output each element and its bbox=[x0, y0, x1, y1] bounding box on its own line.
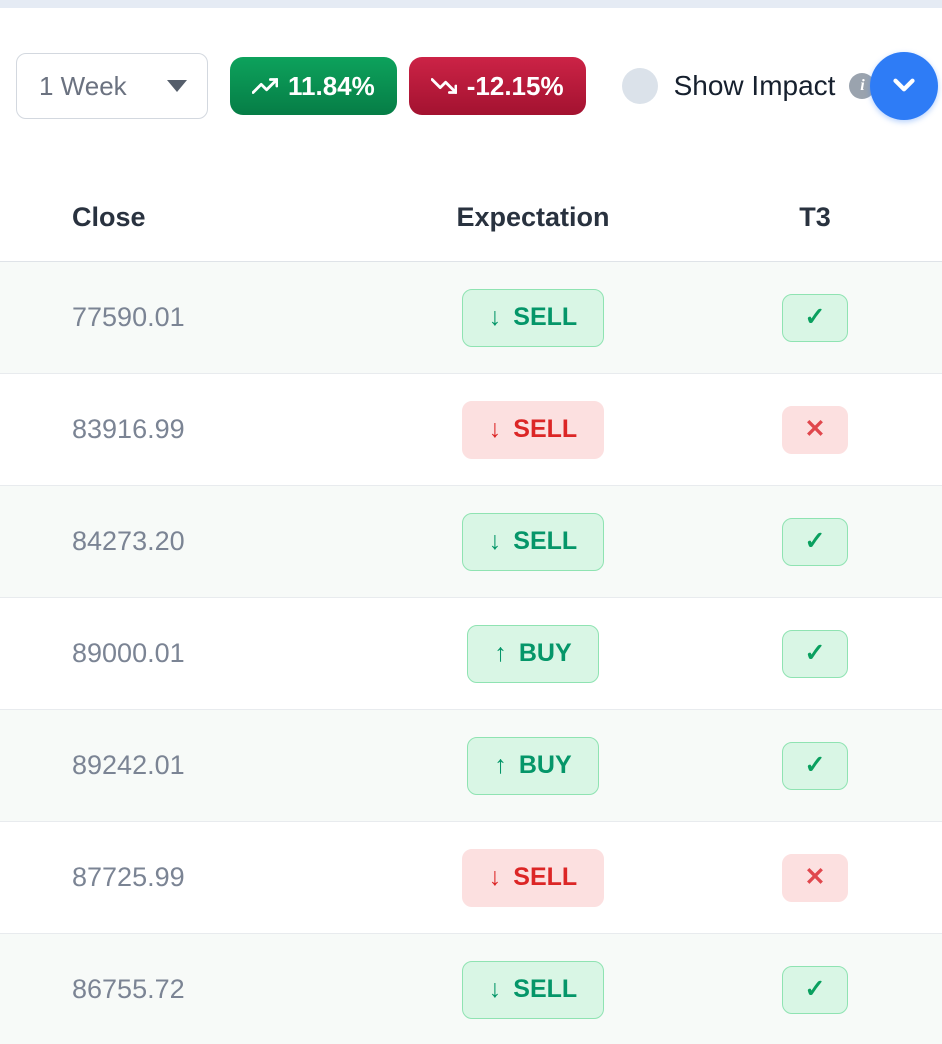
expectation-pill[interactable]: ↑ BUY bbox=[467, 736, 599, 795]
expectation-label: SELL bbox=[513, 975, 578, 1003]
close-value: 86755.72 bbox=[72, 974, 185, 1004]
expectation-label: SELL bbox=[513, 863, 578, 891]
direction-arrow-icon: ↑ bbox=[494, 751, 507, 779]
t3-status-badge: ✓ bbox=[782, 517, 848, 566]
close-value: 89000.01 bbox=[72, 638, 185, 668]
expectation-pill[interactable]: ↓ SELL bbox=[461, 512, 605, 571]
loss-badge-label: -12.15% bbox=[466, 70, 564, 101]
column-header-t3: T3 bbox=[799, 202, 831, 232]
trending-up-icon bbox=[252, 73, 278, 99]
signals-table: Close Expectation T3 77590.01 ↓ SELL ✓ 8… bbox=[0, 174, 942, 1044]
table-body: 77590.01 ↓ SELL ✓ 83916.99 ↓ SELL ✕ bbox=[0, 262, 942, 1044]
timeframe-value: 1 Week bbox=[39, 70, 127, 101]
table-row: 87725.99 ↓ SELL ✕ bbox=[0, 822, 942, 934]
chevron-down-icon bbox=[887, 68, 921, 105]
loss-badge[interactable]: -12.15% bbox=[408, 57, 586, 115]
direction-arrow-icon: ↓ bbox=[488, 527, 502, 555]
t3-status-icon: ✓ bbox=[804, 303, 826, 331]
expectation-label: SELL bbox=[513, 527, 578, 555]
top-accent-bar bbox=[0, 0, 942, 8]
expectation-pill[interactable]: ↓ SELL bbox=[461, 400, 605, 459]
table-row: 83916.99 ↓ SELL ✕ bbox=[0, 374, 942, 486]
show-impact-toggle[interactable] bbox=[621, 68, 658, 104]
show-impact-label: Show Impact bbox=[673, 70, 836, 101]
table-header-row: Close Expectation T3 bbox=[0, 174, 942, 262]
direction-arrow-icon: ↓ bbox=[488, 975, 502, 1003]
direction-arrow-icon: ↓ bbox=[488, 863, 502, 891]
info-icon-glyph: i bbox=[860, 77, 865, 94]
t3-status-badge: ✕ bbox=[782, 853, 848, 902]
collapse-panel-button[interactable] bbox=[870, 52, 938, 120]
table-row: 89242.01 ↑ BUY ✓ bbox=[0, 710, 942, 822]
t3-status-badge: ✓ bbox=[782, 965, 848, 1014]
expectation-label: SELL bbox=[513, 303, 578, 331]
t3-status-icon: ✓ bbox=[804, 639, 826, 667]
gain-badge[interactable]: 11.84% bbox=[230, 57, 397, 115]
t3-status-badge: ✓ bbox=[782, 629, 848, 678]
t3-status-icon: ✕ bbox=[804, 415, 826, 443]
expectation-pill[interactable]: ↓ SELL bbox=[461, 848, 605, 907]
direction-arrow-icon: ↓ bbox=[488, 415, 502, 443]
close-value: 84273.20 bbox=[72, 526, 185, 556]
close-value: 89242.01 bbox=[72, 750, 185, 780]
gain-badge-label: 11.84% bbox=[288, 70, 375, 101]
table-row: 77590.01 ↓ SELL ✓ bbox=[0, 262, 942, 374]
column-header-close: Close bbox=[72, 202, 146, 232]
expectation-label: SELL bbox=[513, 415, 578, 443]
expectation-pill[interactable]: ↑ BUY bbox=[467, 624, 599, 683]
column-header-expectation: Expectation bbox=[456, 202, 610, 232]
t3-status-badge: ✓ bbox=[782, 741, 848, 790]
expectation-label: BUY bbox=[518, 639, 572, 667]
expectation-pill[interactable]: ↓ SELL bbox=[461, 960, 605, 1019]
controls-bar: 1 Week 11.84% -12.15% Show Impact i bbox=[0, 8, 942, 164]
t3-status-badge: ✕ bbox=[782, 405, 848, 454]
timeframe-select[interactable]: 1 Week bbox=[16, 53, 208, 119]
chevron-down-icon bbox=[167, 80, 187, 92]
direction-arrow-icon: ↓ bbox=[488, 303, 502, 331]
t3-status-icon: ✓ bbox=[804, 527, 826, 555]
expectation-pill[interactable]: ↓ SELL bbox=[461, 288, 605, 347]
close-value: 83916.99 bbox=[72, 414, 185, 444]
table-row: 89000.01 ↑ BUY ✓ bbox=[0, 598, 942, 710]
t3-status-icon: ✕ bbox=[804, 863, 826, 891]
t3-status-icon: ✓ bbox=[804, 751, 826, 779]
table-row: 84273.20 ↓ SELL ✓ bbox=[0, 486, 942, 598]
expectation-label: BUY bbox=[518, 751, 572, 779]
t3-status-icon: ✓ bbox=[804, 975, 826, 1003]
close-value: 77590.01 bbox=[72, 302, 185, 332]
direction-arrow-icon: ↑ bbox=[494, 639, 507, 667]
table-row: 86755.72 ↓ SELL ✓ bbox=[0, 934, 942, 1044]
t3-status-badge: ✓ bbox=[782, 293, 848, 342]
close-value: 87725.99 bbox=[72, 862, 185, 892]
trending-down-icon bbox=[430, 73, 457, 99]
